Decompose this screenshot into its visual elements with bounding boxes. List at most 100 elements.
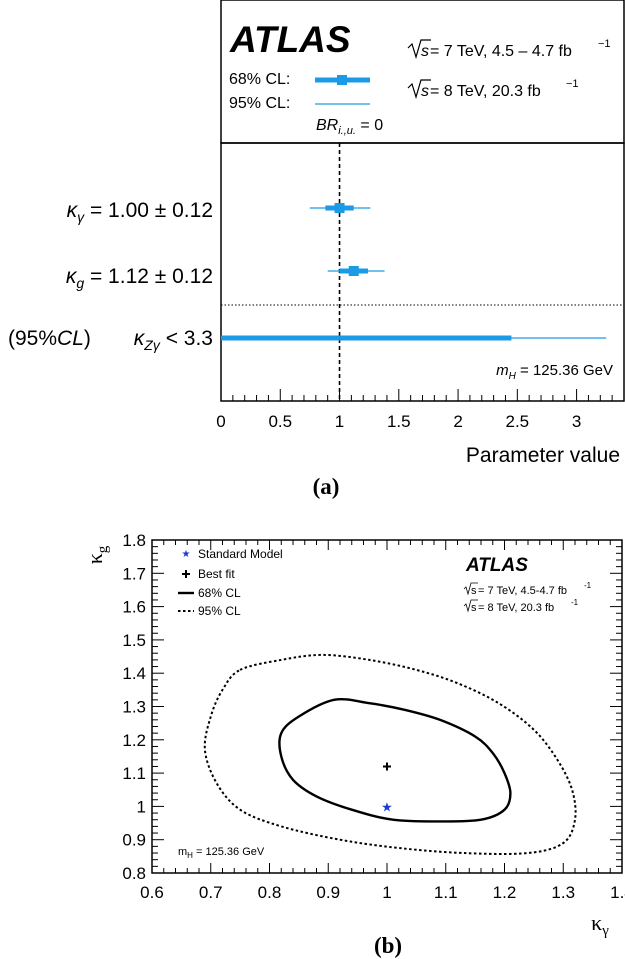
panel-a-x-axis-title: Parameter value [466, 444, 620, 467]
panel-a-kappa-g-symbol: κ [66, 265, 78, 288]
panel-b-x-tick-label: 0.8 [258, 883, 282, 902]
panel-b-contour-95 [203, 653, 577, 855]
panel-a-br-label: BRi.,u. = 0 [316, 117, 383, 137]
panel-a-prefix-cl: CL [57, 327, 84, 350]
panel-a-atlas-logo: ATLAS [229, 19, 351, 60]
panel-b-energy-line-2: s = 8 TeV, 20.3 fb -1 [463, 598, 579, 614]
panel-b-x-axis-kappa: κ [591, 910, 602, 935]
panel-b-x-tick-label: 1.1 [434, 883, 458, 902]
panel-a-row-kappa-g: κg = 1.12 ± 0.12 [66, 265, 213, 291]
panel-b-y-tick-label: 1.5 [122, 631, 146, 650]
panel-a-mass-sub: H [509, 371, 517, 382]
panel-b-y-tick-label: 1.6 [122, 598, 146, 617]
panel-a-mass-label: mH = 125.36 GeV [496, 362, 613, 382]
panel-a-caption: (a) [313, 474, 340, 499]
panel-b-best-fit-cross [383, 762, 391, 771]
panel-a-legend-68-marker [337, 75, 347, 85]
panel-b-x-axis-title: κγ [591, 910, 609, 939]
panel-a-energy-line-1: s = 7 TeV, 4.5 – 4.7 fb −1 [407, 38, 611, 60]
panel-b-y-tick-label: 1.3 [122, 698, 146, 717]
panel-a-energy-sup-2: −1 [566, 78, 579, 90]
panel-b-x-tick-label: 1.2 [493, 883, 517, 902]
panel-a-energy-s-1: s [421, 43, 429, 60]
panel-a-kappa-gamma-symbol: κ [67, 199, 79, 222]
panel-b-x-tick-label: 1.3 [551, 883, 575, 902]
panel-a-sqrt-sign-1 [407, 39, 431, 60]
panel-b-y-tick-label: 1 [137, 797, 146, 816]
panel-a-x-tick-label: 0 [216, 412, 225, 431]
panel-a-x-tick-label: 2.5 [506, 412, 530, 431]
panel-a-x-tick-label: 1.5 [387, 412, 411, 431]
panel-b-energy-s-2: s [471, 602, 477, 614]
panel-a-kappa-zgamma-value: < 3.3 [160, 327, 213, 350]
panel-b-y-axis-kappa: κ [82, 553, 107, 564]
panel-a-prefix-close: ) [84, 327, 91, 350]
panel-b-x-tick-label: 1.4 [610, 883, 625, 902]
panel-b-contour-68 [278, 697, 512, 823]
panel-b-legend: ★ Standard Model Best fit 68% CL 95% CL [178, 547, 283, 618]
panel-b-caption: (b) [374, 933, 402, 958]
panel-b-legend-bestfit-label: Best fit [198, 567, 235, 581]
panel-a-br-sub: i.,u. [338, 125, 356, 137]
panel-b-legend-sm-marker: ★ [182, 549, 191, 560]
panel-a-kappa-g-value: = 1.12 ± 0.12 [84, 265, 213, 288]
panel-b-mass-sub: H [187, 851, 193, 860]
panel-b-energy-s-1: s [471, 585, 477, 597]
panel-a-legend-68-label: 68% CL: [229, 71, 290, 88]
panel-a-br-main: BR [316, 117, 339, 134]
panel-a-kappa-zgamma-symbol: κ [134, 327, 146, 350]
panel-a-x-tick-label: 0.5 [268, 412, 292, 431]
panel-b-x-tick-label: 0.9 [316, 883, 340, 902]
panel-b-legend-sm-label: Standard Model [198, 547, 283, 561]
panel-a-legend-95-label: 95% CL: [229, 95, 290, 112]
panel-a-energy-text-2: = 8 TeV, 20.3 fb [430, 83, 541, 100]
panel-b-legend-68-label: 68% CL [198, 586, 241, 600]
panel-b-y-tick-label: 0.8 [122, 864, 146, 883]
panel-b: 0.6 0.7 0.8 0.9 1 1.1 1.2 1.3 1.4 0.8 0.9 1 1.1 1.2 1.… [82, 531, 625, 958]
panel-b-x-axis-sub: γ [601, 923, 609, 939]
panel-b-energy-sup-2: -1 [571, 598, 579, 607]
panel-b-y-axis-title: κg [82, 545, 111, 564]
panel-b-energy-line-1: s = 7 TeV, 4.5-4.7 fb -1 [463, 581, 592, 597]
panel-b-y-tick-label: 1.4 [122, 664, 146, 683]
panel-b-best-fit-point [383, 762, 391, 771]
panel-a-kappa-gamma-sub: γ [77, 209, 85, 225]
panel-b-energy-sup-1: -1 [584, 581, 592, 590]
panel-b-y-tick-label: 1.2 [122, 731, 146, 750]
panel-b-x-tick-label: 0.7 [199, 883, 223, 902]
panel-a-kappa-gamma-value: = 1.00 ± 0.12 [84, 199, 213, 222]
panel-b-atlas-logo: ATLAS [465, 555, 528, 576]
panel-a-x-tick-label: 1 [335, 412, 344, 431]
panel-a-kappa-g-sub: g [76, 275, 84, 291]
panel-a-energy-line-2: s = 8 TeV, 20.3 fb −1 [407, 78, 579, 100]
panel-b-y-tick-label: 1.1 [122, 764, 146, 783]
panel-a-sqrt-sign-2 [407, 79, 431, 100]
panel-b-sqrt-sign-1 [463, 582, 478, 596]
panel-a-energy-text-1: = 7 TeV, 4.5 – 4.7 fb [430, 43, 572, 60]
panel-b-energy-text-1: = 7 TeV, 4.5-4.7 fb [478, 585, 567, 597]
panel-b-y-tick-label: 0.9 [122, 831, 146, 850]
panel-b-x-tick-label: 0.6 [140, 883, 164, 902]
panel-a-x-tick-label: 3 [572, 412, 581, 431]
panel-a-row-kappa-zgamma-prefix: (95%CL) [8, 327, 91, 350]
panel-a-marks [221, 203, 607, 341]
panel-a-energy-s-2: s [421, 83, 429, 100]
panel-b-sqrt-sign-2 [463, 599, 478, 613]
panel-a-row-kappa-gamma: κγ = 1.00 ± 0.12 [67, 199, 213, 225]
panel-a-row-kappa-zgamma: κZγ < 3.3 [134, 327, 213, 353]
panel-a-prefix-open: (95% [8, 327, 57, 350]
panel-b-y-axis-sub: g [95, 545, 111, 553]
panel-b-mass-label: mH = 125.36 GeV [178, 846, 265, 860]
panel-b-energy-text-2: = 8 TeV, 20.3 fb [478, 602, 554, 614]
panel-b-y-tick-label: 1.7 [122, 564, 146, 583]
panel-a-kappa-zgamma-sub: Zγ [143, 337, 161, 353]
panel-a: ATLAS s = 7 TeV, 4.5 – 4.7 fb −1 s = 8 T… [8, 0, 625, 499]
panel-a-row1-central-marker [348, 266, 359, 276]
panel-b-x-tick-label: 1 [382, 883, 391, 902]
panel-b-y-tick-label: 1.8 [122, 531, 146, 550]
panel-b-legend-95-label: 95% CL [198, 604, 241, 618]
panel-b-legend-bestfit-marker [182, 570, 190, 578]
panel-a-mass-m: m [496, 362, 509, 379]
panel-a-x-tick-label: 2 [453, 412, 462, 431]
